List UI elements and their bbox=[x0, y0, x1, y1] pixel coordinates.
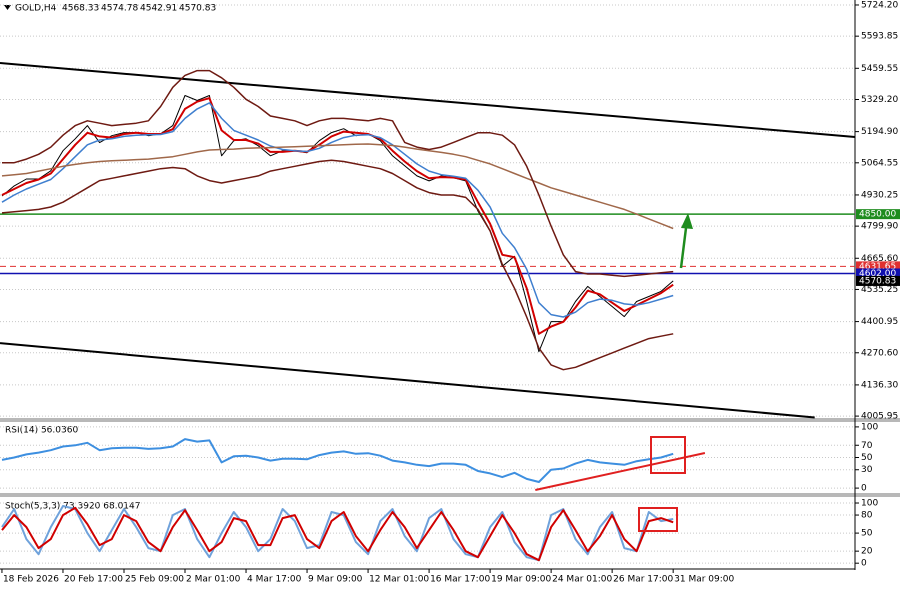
y-tick-label: 4535.25 bbox=[861, 285, 898, 295]
level-label-box bbox=[856, 209, 900, 220]
level-label: 4850.00 bbox=[859, 210, 896, 220]
level-label: 4631.65 bbox=[859, 262, 896, 272]
stoch-title: Stoch(5,3,3) 73.3920 68.0147 bbox=[5, 502, 140, 512]
series-line bbox=[2, 69, 674, 278]
y-tick-label: 80 bbox=[861, 511, 873, 521]
y-tick-label: 30 bbox=[861, 465, 873, 475]
highlight-box bbox=[638, 507, 678, 532]
y-tick-label: 70 bbox=[861, 441, 873, 451]
price-label-box bbox=[856, 275, 900, 286]
y-tick-label: 100 bbox=[861, 422, 878, 432]
y-tick-label: 100 bbox=[861, 499, 878, 509]
menu-arrow[interactable] bbox=[4, 5, 11, 10]
series-line bbox=[1, 506, 674, 562]
level-label-box bbox=[856, 261, 900, 272]
trend-line bbox=[0, 342, 815, 419]
series-line bbox=[1, 438, 674, 483]
series-line bbox=[1, 143, 674, 230]
x-tick-label: 24 Mar 01:00 bbox=[552, 575, 612, 585]
highlight-box bbox=[650, 436, 686, 474]
ohlc-value: 4570.83 bbox=[179, 4, 216, 14]
panel-separator bbox=[0, 493, 900, 497]
x-tick-label: 2 Mar 01:00 bbox=[186, 575, 241, 585]
series-line bbox=[1, 505, 674, 562]
y-tick-label: 4270.60 bbox=[861, 348, 898, 358]
y-tick-label: 5194.90 bbox=[861, 127, 898, 137]
x-tick-label: 16 Mar 17:00 bbox=[430, 575, 490, 585]
y-tick-label: 5459.55 bbox=[861, 64, 898, 74]
rsi-title: RSI(14) 56.0360 bbox=[5, 426, 78, 436]
x-tick-label: 19 Mar 09:00 bbox=[491, 575, 551, 585]
x-tick-label: 18 Feb 2026 bbox=[3, 575, 59, 585]
y-tick-label: 0 bbox=[861, 484, 867, 494]
ohlc-value: 4574.78 bbox=[101, 4, 138, 14]
y-tick-label: 4930.25 bbox=[861, 190, 898, 200]
y-tick-label: 4136.30 bbox=[861, 380, 898, 390]
y-tick-label: 4665.60 bbox=[861, 254, 898, 264]
x-tick-label: 20 Feb 17:00 bbox=[64, 575, 123, 585]
y-tick-label: 20 bbox=[861, 547, 873, 557]
x-tick-label: 9 Mar 09:00 bbox=[308, 575, 363, 585]
level-label: 4602.00 bbox=[859, 269, 896, 279]
y-tick-label: 50 bbox=[861, 453, 873, 463]
level-label-box bbox=[856, 268, 900, 279]
arrow-shaft bbox=[679, 227, 688, 269]
price-label: 4570.83 bbox=[859, 276, 896, 286]
y-tick-label: 4005.95 bbox=[861, 412, 898, 422]
y-tick-label: 0 bbox=[861, 559, 867, 569]
panel-separator bbox=[0, 418, 900, 422]
x-tick-label: 12 Mar 01:00 bbox=[369, 575, 429, 585]
series-line bbox=[1, 97, 674, 335]
trend-line bbox=[0, 62, 856, 138]
symbol-title: GOLD,H4 bbox=[15, 4, 57, 14]
ohlc-value: 4542.91 bbox=[140, 4, 177, 14]
x-tick-label: 25 Feb 09:00 bbox=[125, 575, 184, 585]
series-line bbox=[1, 102, 674, 318]
y-tick-label: 5064.55 bbox=[861, 158, 898, 168]
x-tick-label: 26 Mar 17:00 bbox=[613, 575, 673, 585]
ohlc-value: 4568.33 bbox=[62, 4, 99, 14]
y-tick-label: 50 bbox=[861, 529, 873, 539]
series-line bbox=[1, 159, 674, 371]
y-tick-label: 4400.95 bbox=[861, 317, 898, 327]
x-tick-label: 4 Mar 17:00 bbox=[247, 575, 302, 585]
forecast-arrow bbox=[679, 213, 693, 269]
y-tick-label: 5329.20 bbox=[861, 95, 898, 105]
arrow-head bbox=[681, 213, 693, 229]
y-tick-label: 4799.90 bbox=[861, 222, 898, 232]
y-tick-label: 5724.20 bbox=[861, 0, 898, 10]
trend-line bbox=[535, 452, 706, 491]
x-tick-label: 31 Mar 09:00 bbox=[674, 575, 734, 585]
y-tick-label: 5593.85 bbox=[861, 32, 898, 42]
